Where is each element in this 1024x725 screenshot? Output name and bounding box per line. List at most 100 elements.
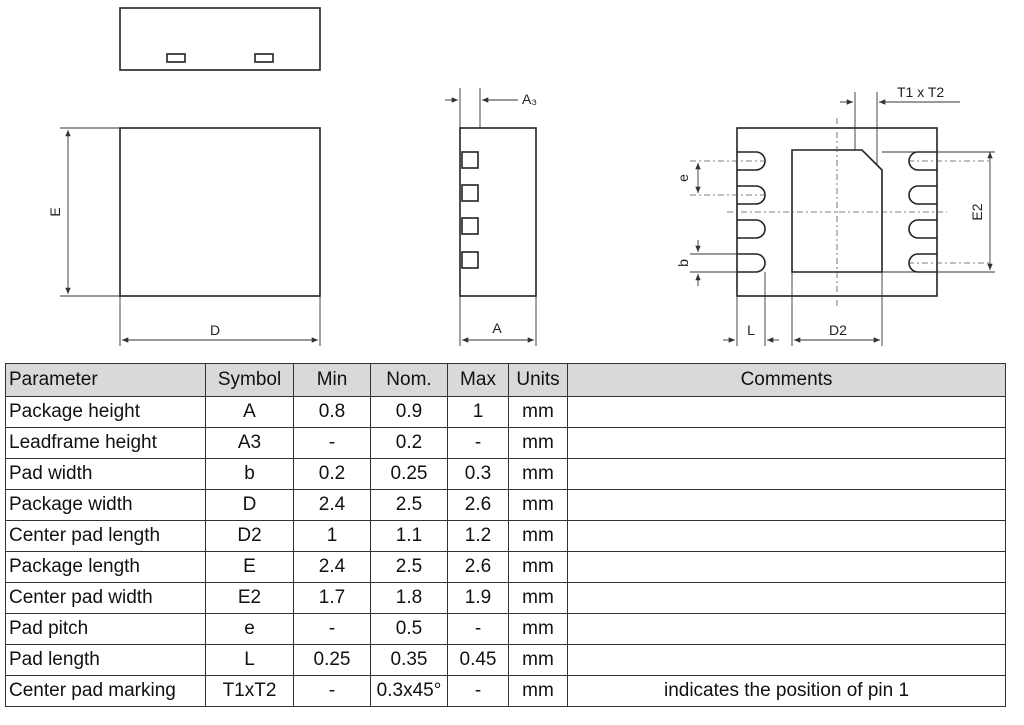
table-row: Leadframe height A3-0.2- mm bbox=[5, 427, 1006, 459]
table-cell: D bbox=[205, 489, 294, 521]
table-cell: - bbox=[293, 675, 371, 707]
table-cell bbox=[567, 396, 1006, 428]
table-cell: D2 bbox=[205, 520, 294, 552]
table-cell: A3 bbox=[205, 427, 294, 459]
table-cell: mm bbox=[508, 644, 568, 676]
table-cell bbox=[567, 582, 1006, 614]
dim-label: b bbox=[675, 259, 691, 267]
table-row: Package height A 0.8 0.9 1 mm bbox=[5, 396, 1006, 428]
table-cell: Center pad length bbox=[5, 520, 206, 552]
table-cell: 0.9 bbox=[370, 396, 448, 428]
table-cell: - bbox=[293, 613, 371, 645]
table-cell: 1 bbox=[447, 396, 509, 428]
table-cell: 1.7 bbox=[293, 582, 371, 614]
table-cell: 2.4 bbox=[293, 489, 371, 521]
table-cell: 0.25 bbox=[370, 458, 448, 490]
dim-label: E2 bbox=[969, 203, 985, 220]
table-row: Center pad width E2 1.7 1.8 1.9 mm bbox=[5, 582, 1006, 614]
table-cell: E2 bbox=[205, 582, 294, 614]
table-cell: 0.2 bbox=[370, 427, 448, 459]
table-cell: Max bbox=[447, 363, 509, 397]
table-cell: 0.25 bbox=[293, 644, 371, 676]
table-cell: 1.8 bbox=[370, 582, 448, 614]
table-cell: 1 bbox=[293, 520, 371, 552]
table-cell: - bbox=[447, 613, 509, 645]
table-cell bbox=[567, 427, 1006, 459]
table-cell: L bbox=[205, 644, 294, 676]
dim-label: D2 bbox=[829, 322, 847, 338]
table-cell: - bbox=[447, 427, 509, 459]
table-cell: mm bbox=[508, 396, 568, 428]
table-cell: Parameter bbox=[5, 363, 206, 397]
table-cell: Comments bbox=[567, 363, 1006, 397]
header-row: Parameter Symbol Min Nom. Max Units Comments bbox=[5, 363, 1006, 397]
dim-label: L bbox=[747, 322, 755, 338]
table-cell: 0.8 bbox=[293, 396, 371, 428]
dim-label: D bbox=[210, 322, 220, 338]
table-cell: 0.5 bbox=[370, 613, 448, 645]
table-cell bbox=[567, 520, 1006, 552]
table-cell: 1.9 bbox=[447, 582, 509, 614]
table-cell: Units bbox=[508, 363, 568, 397]
dim-label: E bbox=[47, 207, 63, 216]
table-cell: 0.3 bbox=[447, 458, 509, 490]
table-cell: Pad pitch bbox=[5, 613, 206, 645]
table-cell: 2.5 bbox=[370, 551, 448, 583]
table-cell: - bbox=[293, 427, 371, 459]
table-cell: indicates the position of pin 1 bbox=[567, 675, 1006, 707]
table-cell: E bbox=[205, 551, 294, 583]
table-cell: mm bbox=[508, 427, 568, 459]
table-cell: Leadframe height bbox=[5, 427, 206, 459]
table-cell bbox=[567, 489, 1006, 521]
table-cell: 0.3x45° bbox=[370, 675, 448, 707]
dim-label: T1 x T2 bbox=[897, 84, 944, 100]
table-cell: mm bbox=[508, 489, 568, 521]
table-cell: mm bbox=[508, 613, 568, 645]
table-cell: 2.5 bbox=[370, 489, 448, 521]
table-row: Pad width b 0.2 0.25 0.3 mm bbox=[5, 458, 1006, 490]
table-row: Package width D 2.4 2.5 2.6 mm bbox=[5, 489, 1006, 521]
table-cell: Symbol bbox=[205, 363, 294, 397]
table-cell: Center pad marking bbox=[5, 675, 206, 707]
table-cell bbox=[567, 644, 1006, 676]
table-row: Center pad marking T1xT2-0.3x45° - mm indica… bbox=[5, 675, 1006, 707]
table-cell: Package length bbox=[5, 551, 206, 583]
table-cell: Package width bbox=[5, 489, 206, 521]
dim-label: e bbox=[675, 174, 691, 182]
table-cell: mm bbox=[508, 458, 568, 490]
table-cell: 1.2 bbox=[447, 520, 509, 552]
table-cell: 1.1 bbox=[370, 520, 448, 552]
table-cell: Pad width bbox=[5, 458, 206, 490]
table-cell: mm bbox=[508, 675, 568, 707]
table-row: Pad length L 0.25 0.35 0.45 mm bbox=[5, 644, 1006, 676]
table-cell: A bbox=[205, 396, 294, 428]
table-cell: Min bbox=[293, 363, 371, 397]
table-cell: 2.4 bbox=[293, 551, 371, 583]
dimension-table: Parameter Symbol Min Nom. Max Units Comments Pa… bbox=[5, 363, 1006, 707]
table-row: Center pad length D2 1 1.1 1.2 mm bbox=[5, 520, 1006, 552]
table-cell: e bbox=[205, 613, 294, 645]
dim-label: A bbox=[492, 320, 502, 336]
table-cell bbox=[567, 458, 1006, 490]
table-cell bbox=[567, 613, 1006, 645]
table-cell: Nom. bbox=[370, 363, 448, 397]
table-cell: 2.6 bbox=[447, 489, 509, 521]
table-row: Package length E 2.4 2.5 2.6 mm bbox=[5, 551, 1006, 583]
table-cell: 2.6 bbox=[447, 551, 509, 583]
table-cell: mm bbox=[508, 582, 568, 614]
table-cell bbox=[567, 551, 1006, 583]
table-cell: mm bbox=[508, 551, 568, 583]
table-cell: mm bbox=[508, 520, 568, 552]
package-drawing: E D A₃ A e b E2 T1 x T2 L D2 bbox=[47, 7, 995, 346]
table-cell: Center pad width bbox=[5, 582, 206, 614]
table-cell: Package height bbox=[5, 396, 206, 428]
dim-label: A₃ bbox=[522, 91, 537, 107]
table-cell: T1xT2 bbox=[205, 675, 294, 707]
table-row: Pad pitch e -0.5- mm bbox=[5, 613, 1006, 645]
table-cell: - bbox=[447, 675, 509, 707]
table-cell: Pad length bbox=[5, 644, 206, 676]
table-cell: 0.35 bbox=[370, 644, 448, 676]
table-cell: 0.2 bbox=[293, 458, 371, 490]
table-cell: b bbox=[205, 458, 294, 490]
